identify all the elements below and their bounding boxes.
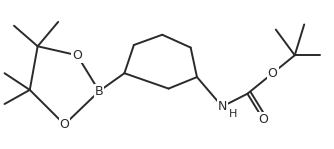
Text: O: O — [72, 49, 82, 62]
Text: O: O — [258, 113, 268, 126]
Text: N: N — [217, 100, 227, 113]
Text: H: H — [229, 109, 237, 119]
Text: O: O — [59, 118, 69, 131]
Text: B: B — [95, 85, 104, 98]
Text: O: O — [268, 67, 278, 80]
